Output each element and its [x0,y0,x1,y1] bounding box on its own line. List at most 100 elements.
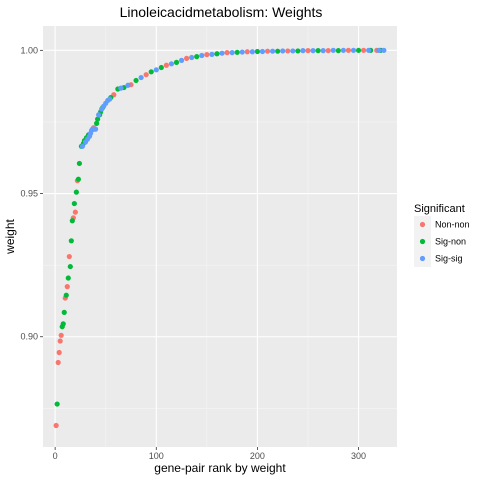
point-sig-non [76,160,83,167]
point-non-non [56,349,62,356]
y-tick-label: 0.90 [20,332,38,342]
y-tick-label: 0.95 [20,189,38,199]
point-sig-sig [381,47,387,53]
point-sig-non [254,48,261,55]
point-sig-sig [79,143,86,149]
point-sig-sig [92,126,99,132]
point-sig-sig [118,85,124,91]
data-points [53,47,387,429]
point-sig-sig [125,82,131,88]
x-axis-title: gene-pair rank by weight [154,461,286,475]
point-non-non [55,359,61,366]
point-sig-non [355,47,362,53]
point-sig-non [61,309,67,315]
point-sig-non [67,263,73,270]
point-non-non [224,50,230,56]
point-sig-non [63,292,69,298]
point-sig-sig [209,51,215,57]
point-sig-non [315,48,321,54]
point-sig-sig [259,48,266,55]
x-tick-label: 300 [351,451,366,461]
point-non-non [345,47,352,53]
point-non-non [244,49,250,55]
point-sig-sig [300,48,306,54]
point-sig-sig [290,48,296,54]
y-axis-ticks: 0.90 0.95 1.00 [20,45,43,342]
point-sig-non [295,48,301,54]
point-sig-sig [340,47,346,53]
point-non-non [57,338,63,344]
point-sig-non [194,54,200,60]
point-non-non [64,284,70,290]
point-sig-non [275,48,281,54]
point-sig-sig [366,47,372,53]
point-sig-non [65,275,71,281]
point-sig-non [69,218,75,224]
point-non-non [184,55,190,61]
point-sig-sig [178,57,185,63]
x-tick-label: 0 [53,451,58,461]
point-sig-sig [239,49,245,55]
point-sig-sig [229,50,235,56]
point-sig-non [173,59,180,65]
point-non-non [305,48,311,54]
point-non-non [361,47,367,53]
point-sig-sig [269,48,276,54]
point-sig-non [335,48,341,54]
point-sig-sig [107,96,113,102]
legend-swatch-sig-non [419,238,426,245]
legend-title: Significant [414,203,465,215]
point-sig-sig [189,54,195,61]
point-non-non [53,422,59,429]
point-sig-sig [219,50,225,56]
plot-panel [43,26,397,447]
point-sig-sig [249,49,255,55]
point-non-non [72,209,78,215]
point-sig-sig [280,48,286,54]
point-sig-non [148,69,154,75]
x-tick-label: 100 [149,451,164,461]
point-sig-non [234,49,240,55]
legend-swatch-non-non [419,221,426,228]
point-sig-non [94,120,100,126]
point-non-non [163,62,169,68]
legend-label-sig-non: Sig-non [435,237,466,247]
point-sig-non [214,51,220,57]
point-sig-non [133,77,139,84]
point-sig-sig [168,61,175,67]
point-sig-sig [320,48,326,54]
point-sig-sig [153,67,159,73]
point-sig-non [158,64,164,71]
point-sig-sig [330,47,336,53]
point-non-non [204,52,210,58]
point-sig-sig [350,47,357,53]
point-non-non [66,253,72,260]
point-sig-sig [138,74,144,81]
point-sig-non [60,321,66,327]
point-sig-non [71,200,77,207]
point-sig-sig [376,47,382,53]
legend-swatch-sig-sig [419,255,426,262]
legend: Significant Non-non Sig-non Sig-sig [414,203,470,267]
point-non-non [285,48,291,54]
point-sig-sig [310,48,316,54]
x-axis-ticks: 0 100 200 300 [53,447,366,461]
point-sig-sig [199,52,205,59]
point-non-non [325,48,331,54]
point-sig-non [54,401,60,407]
y-tick-label: 1.00 [20,45,38,55]
point-non-non [143,72,149,78]
minor-gridlines [43,26,397,447]
point-sig-sig [96,112,102,118]
chart-title: Linoleicacidmetabolism: Weights [120,4,323,20]
point-non-non [58,332,64,338]
x-tick-label: 200 [250,451,265,461]
legend-label-non-non: Non-non [435,220,470,230]
point-sig-non [75,176,81,182]
point-sig-non [73,189,79,195]
point-sig-non [68,238,74,244]
legend-label-sig-sig: Sig-sig [435,254,463,264]
point-sig-non [95,116,101,122]
y-axis-title: weight [3,218,17,254]
